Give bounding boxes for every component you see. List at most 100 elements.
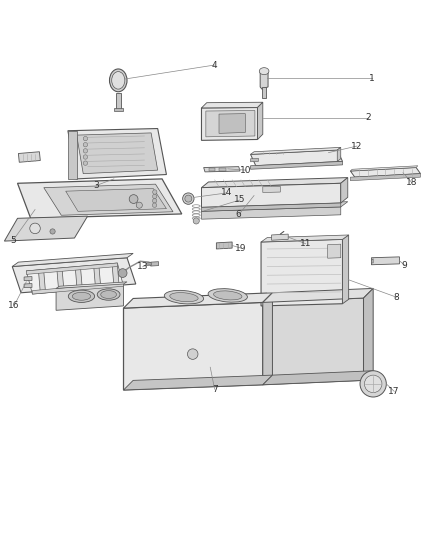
Circle shape: [152, 190, 157, 194]
Ellipse shape: [97, 289, 120, 300]
Polygon shape: [114, 108, 123, 111]
Text: 8: 8: [393, 293, 399, 302]
Circle shape: [152, 194, 157, 199]
Circle shape: [83, 136, 88, 141]
Polygon shape: [216, 242, 232, 249]
Polygon shape: [343, 235, 349, 304]
Ellipse shape: [214, 291, 242, 300]
Polygon shape: [4, 216, 88, 241]
Polygon shape: [272, 234, 288, 240]
Polygon shape: [262, 87, 266, 98]
Polygon shape: [66, 189, 166, 211]
Text: 1: 1: [369, 74, 375, 83]
Polygon shape: [328, 244, 341, 258]
Polygon shape: [371, 257, 399, 265]
Polygon shape: [201, 177, 348, 188]
Polygon shape: [124, 293, 272, 308]
Text: 7: 7: [212, 385, 218, 394]
Polygon shape: [18, 152, 40, 162]
Circle shape: [83, 161, 88, 165]
Circle shape: [183, 193, 194, 204]
Text: 5: 5: [10, 236, 16, 245]
Polygon shape: [260, 71, 268, 89]
Text: 12: 12: [351, 142, 363, 150]
Text: 9: 9: [402, 261, 408, 270]
Text: 10: 10: [240, 166, 252, 175]
Polygon shape: [337, 147, 341, 161]
Polygon shape: [251, 147, 341, 155]
Polygon shape: [68, 131, 77, 179]
Polygon shape: [263, 187, 280, 192]
Polygon shape: [68, 128, 166, 179]
Ellipse shape: [208, 289, 247, 302]
Polygon shape: [219, 114, 245, 133]
Polygon shape: [364, 288, 373, 381]
Circle shape: [83, 149, 88, 153]
Text: 11: 11: [300, 239, 311, 248]
Polygon shape: [26, 263, 117, 274]
Polygon shape: [151, 262, 159, 266]
Circle shape: [152, 203, 157, 207]
Polygon shape: [263, 298, 364, 385]
Circle shape: [185, 195, 192, 202]
Text: 18: 18: [406, 178, 417, 187]
Polygon shape: [251, 158, 258, 162]
Ellipse shape: [164, 290, 204, 304]
Polygon shape: [24, 277, 32, 280]
Text: 2: 2: [365, 113, 371, 122]
Ellipse shape: [259, 68, 269, 75]
Polygon shape: [201, 108, 258, 140]
Circle shape: [360, 371, 386, 397]
Polygon shape: [201, 183, 341, 207]
Polygon shape: [201, 203, 341, 211]
Polygon shape: [371, 259, 373, 263]
Polygon shape: [112, 265, 119, 286]
Circle shape: [129, 195, 138, 204]
Ellipse shape: [72, 292, 91, 300]
Polygon shape: [201, 201, 348, 211]
Circle shape: [118, 269, 127, 278]
Text: 13: 13: [137, 262, 148, 271]
Polygon shape: [258, 102, 263, 140]
Polygon shape: [56, 284, 124, 310]
Polygon shape: [341, 177, 348, 203]
Polygon shape: [24, 284, 32, 287]
Polygon shape: [251, 150, 343, 166]
Polygon shape: [44, 184, 173, 215]
Polygon shape: [12, 258, 136, 293]
Circle shape: [187, 349, 198, 359]
Ellipse shape: [68, 290, 95, 302]
Circle shape: [136, 202, 142, 208]
Polygon shape: [201, 102, 263, 108]
Polygon shape: [263, 371, 373, 385]
Circle shape: [364, 375, 382, 393]
Polygon shape: [204, 167, 240, 172]
Polygon shape: [146, 263, 152, 265]
Circle shape: [30, 223, 40, 233]
Circle shape: [152, 199, 157, 203]
Text: 15: 15: [234, 196, 246, 205]
Text: 4: 4: [212, 61, 217, 69]
Circle shape: [193, 218, 199, 224]
Polygon shape: [350, 166, 418, 171]
Polygon shape: [350, 174, 420, 181]
Polygon shape: [251, 161, 343, 169]
Circle shape: [83, 142, 88, 147]
Polygon shape: [201, 207, 341, 219]
Ellipse shape: [101, 290, 117, 298]
Polygon shape: [219, 168, 226, 171]
Polygon shape: [39, 272, 46, 293]
Ellipse shape: [110, 69, 127, 92]
Polygon shape: [94, 266, 101, 287]
Text: 16: 16: [8, 302, 20, 310]
Polygon shape: [75, 268, 82, 289]
Polygon shape: [206, 110, 255, 137]
Polygon shape: [263, 288, 373, 302]
Text: 19: 19: [235, 244, 247, 253]
Polygon shape: [124, 302, 263, 390]
Text: 17: 17: [389, 387, 400, 396]
Text: 3: 3: [93, 181, 99, 190]
Polygon shape: [57, 270, 64, 291]
Polygon shape: [77, 133, 158, 174]
Polygon shape: [32, 282, 124, 294]
